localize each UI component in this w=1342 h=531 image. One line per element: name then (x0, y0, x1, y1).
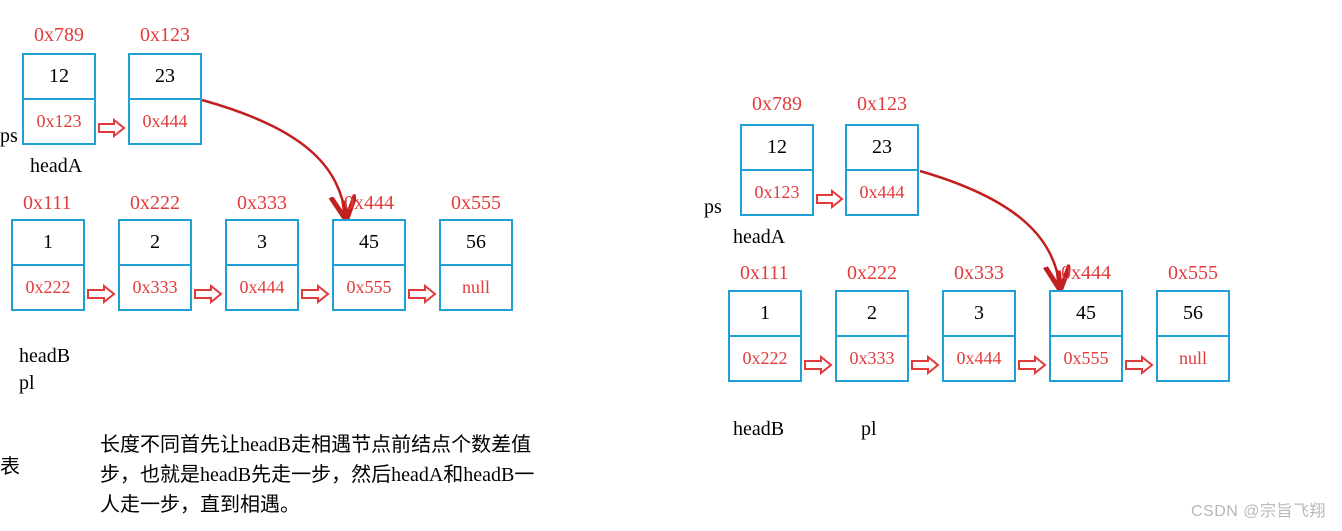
node-next: null (441, 266, 511, 309)
left-listB-node: 10x222 (11, 219, 85, 311)
right-label-ps: ps (704, 196, 722, 219)
node-next: 0x333 (120, 266, 190, 309)
right-arrow-b (1126, 357, 1152, 373)
right-arrow-a (817, 191, 842, 207)
node-value: 45 (1051, 292, 1121, 337)
node-address: 0x333 (237, 192, 287, 215)
left-arrow-b (302, 286, 328, 302)
node-value: 56 (441, 221, 511, 266)
watermark: CSDN @宗旨飞翔 (1191, 497, 1326, 521)
right-listB-node: 56null (1156, 290, 1230, 382)
node-address: 0x222 (847, 262, 897, 285)
right-listB-node: 20x333 (835, 290, 909, 382)
node-address: 0x555 (1168, 262, 1218, 285)
right-label-headB: headB (733, 418, 784, 441)
description-text: 长度不同首先让headB走相遇节点前结点个数差值步，也就是headB先走一步，然… (100, 430, 540, 520)
node-next: 0x444 (130, 100, 200, 143)
left-listB-node: 450x555 (332, 219, 406, 311)
node-next: 0x123 (742, 171, 812, 214)
right-arrow-b (805, 357, 831, 373)
right-arrow-b (912, 357, 938, 373)
left-label-pl: pl (19, 372, 35, 395)
node-address: 0x111 (23, 192, 72, 215)
left-label-ps: ps (0, 125, 18, 148)
node-address: 0x444 (1061, 262, 1111, 285)
node-value: 2 (837, 292, 907, 337)
right-arrow-b (1019, 357, 1045, 373)
node-value: 23 (847, 126, 917, 171)
node-address: 0x111 (740, 262, 789, 285)
node-address: 0x789 (34, 24, 84, 47)
left-listB-node: 56null (439, 219, 513, 311)
node-next: 0x123 (24, 100, 94, 143)
node-next: 0x444 (847, 171, 917, 214)
node-address: 0x789 (752, 93, 802, 116)
node-next: 0x444 (227, 266, 297, 309)
node-address: 0x222 (130, 192, 180, 215)
node-next: 0x222 (730, 337, 800, 380)
node-value: 23 (130, 55, 200, 100)
node-next: 0x555 (334, 266, 404, 309)
right-listB-node: 30x444 (942, 290, 1016, 382)
left-arrow-b (195, 286, 221, 302)
node-value: 12 (742, 126, 812, 171)
left-label-headA: headA (30, 155, 82, 178)
node-value: 1 (730, 292, 800, 337)
node-value: 3 (944, 292, 1014, 337)
right-listB-node: 10x222 (728, 290, 802, 382)
node-address: 0x123 (857, 93, 907, 116)
left-listA-node: 230x444 (128, 53, 202, 145)
left-arrow-b (409, 286, 435, 302)
right-listA-node: 120x123 (740, 124, 814, 216)
node-address: 0x123 (140, 24, 190, 47)
node-next: 0x222 (13, 266, 83, 309)
left-listA-node: 120x123 (22, 53, 96, 145)
left-label-table: 表 (0, 450, 20, 479)
left-arrow-b (88, 286, 114, 302)
node-address: 0x333 (954, 262, 1004, 285)
node-address: 0x444 (344, 192, 394, 215)
node-next: 0x555 (1051, 337, 1121, 380)
left-listB-node: 20x333 (118, 219, 192, 311)
node-address: 0x555 (451, 192, 501, 215)
left-label-headB: headB (19, 345, 70, 368)
right-label-pl: pl (861, 418, 877, 441)
left-listB-node: 30x444 (225, 219, 299, 311)
left-arrow-a (99, 120, 124, 136)
node-value: 1 (13, 221, 83, 266)
node-value: 56 (1158, 292, 1228, 337)
right-listB-node: 450x555 (1049, 290, 1123, 382)
node-next: 0x333 (837, 337, 907, 380)
node-next: 0x444 (944, 337, 1014, 380)
node-value: 12 (24, 55, 94, 100)
right-label-headA: headA (733, 226, 785, 249)
node-value: 3 (227, 221, 297, 266)
right-listA-node: 230x444 (845, 124, 919, 216)
node-value: 45 (334, 221, 404, 266)
node-next: null (1158, 337, 1228, 380)
node-value: 2 (120, 221, 190, 266)
